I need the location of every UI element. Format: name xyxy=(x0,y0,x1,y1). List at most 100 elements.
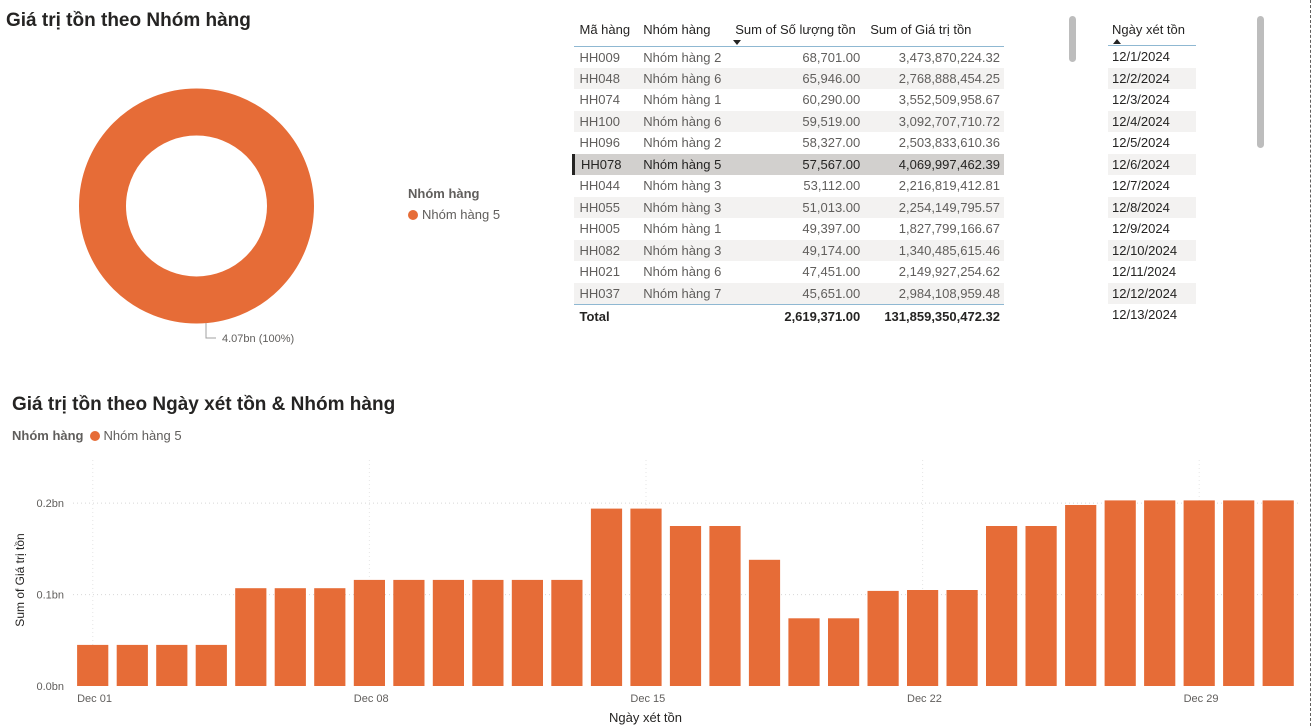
cell-ma-hang: HH037 xyxy=(573,282,638,304)
col-header-gia-tri[interactable]: Sum of Giá trị tồn xyxy=(864,14,1004,47)
bar[interactable] xyxy=(314,588,346,686)
bar[interactable] xyxy=(630,508,662,686)
y-tick-label: 0.0bn xyxy=(36,681,64,693)
cell-so-luong: 65,946.00 xyxy=(729,67,865,89)
bar[interactable] xyxy=(511,579,543,686)
table-row[interactable]: HH082 Nhóm hàng 3 49,174.00 1,340,485,615.4… xyxy=(573,239,1004,261)
date-slicer-item[interactable]: 12/10/2024 xyxy=(1108,239,1196,261)
donut-slice[interactable] xyxy=(79,88,314,324)
bar[interactable] xyxy=(1025,526,1057,686)
date-slicer-item[interactable]: 12/8/2024 xyxy=(1108,196,1196,218)
date-slicer-header[interactable]: Ngày xét tồn xyxy=(1108,14,1196,46)
bar[interactable] xyxy=(1144,500,1176,686)
cell-nhom-hang: Nhóm hàng 2 xyxy=(643,49,722,65)
cell-so-luong: 57,567.00 xyxy=(729,153,865,175)
bar[interactable] xyxy=(669,526,702,686)
table-row[interactable]: HH048 Nhóm hàng 6 65,946.00 2,768,888,454.2… xyxy=(573,67,1004,89)
table-row[interactable]: HH100 Nhóm hàng 6 59,519.00 3,092,707,710.7… xyxy=(573,110,1004,132)
bar[interactable] xyxy=(946,590,978,686)
table-row[interactable]: HH096 Nhóm hàng 2 58,327.00 2,503,833,610.3… xyxy=(574,132,1005,154)
total-empty xyxy=(637,303,730,329)
cell-ma-hang: HH048 xyxy=(573,67,638,89)
x-tick-label: Dec 29 xyxy=(1184,693,1219,705)
bar[interactable] xyxy=(1183,500,1215,686)
table-row[interactable]: HH005 Nhóm hàng 1 49,397.00 1,827,799,166.6… xyxy=(574,218,1005,240)
bar[interactable] xyxy=(1065,505,1097,686)
date-slicer-item[interactable]: 12/9/2024 xyxy=(1112,221,1170,236)
table-row[interactable]: HH055 Nhóm hàng 3 51,013.00 2,254,149,795.5… xyxy=(573,196,1004,218)
bar[interactable] xyxy=(353,579,385,686)
col-header-ma-hang[interactable]: Mã hàng xyxy=(573,14,638,47)
date-slicer-item[interactable]: 12/13/2024 xyxy=(1112,307,1178,322)
bar[interactable] xyxy=(709,526,741,686)
table-row[interactable]: HH074 Nhóm hàng 1 60,290.00 3,552,509,958.6… xyxy=(574,89,1005,111)
legend-dot-icon xyxy=(89,430,100,441)
date-slicer-item[interactable]: 12/2/2024 xyxy=(1108,67,1196,89)
cell-so-luong: 58,327.00 xyxy=(802,135,861,151)
bar[interactable] xyxy=(867,590,899,686)
table-row[interactable]: HH021 Nhóm hàng 6 47,451.00 2,149,927,254.6… xyxy=(574,261,1005,283)
bar[interactable] xyxy=(156,644,188,686)
bar[interactable] xyxy=(907,590,939,686)
inventory-table[interactable]: Mã hàng Nhóm hàng Sum of Số lượng tồn Su… xyxy=(572,14,1004,329)
table-row[interactable]: HH009 Nhóm hàng 2 68,701.00 3,473,870,224.3… xyxy=(574,46,1005,68)
col-header-nhom-hang[interactable]: Nhóm hàng xyxy=(637,14,730,47)
bar[interactable] xyxy=(393,579,425,686)
cell-so-luong: 47,451.00 xyxy=(802,264,861,280)
date-slicer-item[interactable]: 12/11/2024 xyxy=(1112,264,1177,279)
donut-data-label: 4.07bn (100%) xyxy=(222,333,294,345)
table-scrollbar[interactable] xyxy=(1069,16,1076,62)
donut-legend-item[interactable]: Nhóm hàng 5 xyxy=(408,207,500,222)
bar[interactable] xyxy=(551,579,583,686)
donut-legend: Nhóm hàng Nhóm hàng 5 xyxy=(408,186,500,222)
bar[interactable] xyxy=(274,588,306,686)
date-slicer-item[interactable]: 12/12/2024 xyxy=(1108,282,1196,304)
cell-gia-tri: 4,069,997,462.39 xyxy=(864,153,1004,175)
donut-label-leader xyxy=(205,323,216,339)
bar[interactable] xyxy=(590,508,623,686)
date-slicer-item[interactable]: 12/3/2024 xyxy=(1112,92,1170,107)
canvas-border xyxy=(1310,0,1311,726)
cell-so-luong: 59,519.00 xyxy=(729,110,865,132)
bar[interactable] xyxy=(1262,500,1294,686)
table-row[interactable]: HH044 Nhóm hàng 3 53,112.00 2,216,819,412.8… xyxy=(574,175,1005,197)
bar[interactable] xyxy=(1223,500,1255,686)
bar-legend-item-label: Nhóm hàng 5 xyxy=(103,428,182,443)
bar[interactable] xyxy=(235,588,267,686)
y-tick-label: 0.2bn xyxy=(36,498,64,510)
bar[interactable] xyxy=(986,526,1018,686)
col-header-so-luong[interactable]: Sum of Số lượng tồn xyxy=(729,14,865,47)
sort-ascending-icon xyxy=(1113,39,1121,44)
total-gia-tri: 131,859,350,472.32 xyxy=(864,303,1004,329)
date-slicer-item[interactable]: 12/7/2024 xyxy=(1112,178,1170,193)
bar[interactable] xyxy=(195,644,227,686)
date-slicer-item[interactable]: 12/5/2024 xyxy=(1112,135,1170,150)
slicer-scrollbar[interactable] xyxy=(1257,16,1264,148)
cell-nhom-hang: Nhóm hàng 6 xyxy=(637,110,730,132)
bar[interactable] xyxy=(748,559,781,686)
bar[interactable] xyxy=(1104,500,1136,686)
bar-legend-item[interactable]: Nhóm hàng 5 xyxy=(89,428,182,443)
bar[interactable] xyxy=(472,579,504,686)
table-row[interactable]: HH037 Nhóm hàng 7 45,651.00 2,984,108,959.4… xyxy=(573,282,1004,304)
table-row[interactable]: HH078 Nhóm hàng 5 57,567.00 4,069,997,462.3… xyxy=(572,153,1004,175)
bar-legend-title: Nhóm hàng xyxy=(12,428,84,443)
bar[interactable] xyxy=(788,618,820,686)
bar[interactable] xyxy=(116,644,148,686)
donut-chart[interactable]: 4.07bn (100%) xyxy=(70,70,350,355)
date-slicer-item[interactable]: 12/4/2024 xyxy=(1108,110,1196,132)
date-slicer[interactable]: Ngày xét tồn 12/1/2024 12/2/2024 12/3/2024… xyxy=(1108,14,1196,326)
date-slicer-item[interactable]: 12/1/2024 xyxy=(1112,49,1170,64)
donut-chart-title: Giá trị tồn theo Nhóm hàng xyxy=(6,10,251,31)
x-axis-title: Ngày xét tồn xyxy=(609,710,682,725)
bar-chart[interactable]: 0.0bn 0.1bn 0.2bn Dec 01 Dec 08 Dec 15 Dec 22 D… xyxy=(0,450,1300,726)
bar[interactable] xyxy=(432,579,464,686)
cell-nhom-hang: Nhóm hàng 3 xyxy=(637,196,730,218)
cell-gia-tri: 3,092,707,710.72 xyxy=(864,110,1004,132)
bar[interactable] xyxy=(77,644,109,686)
cell-gia-tri: 2,503,833,610.36 xyxy=(898,135,1000,151)
date-slicer-item[interactable]: 12/6/2024 xyxy=(1108,153,1196,175)
date-slicer-header-label: Ngày xét tồn xyxy=(1112,22,1185,37)
bar[interactable] xyxy=(828,618,860,686)
total-so-luong: 2,619,371.00 xyxy=(729,303,865,329)
